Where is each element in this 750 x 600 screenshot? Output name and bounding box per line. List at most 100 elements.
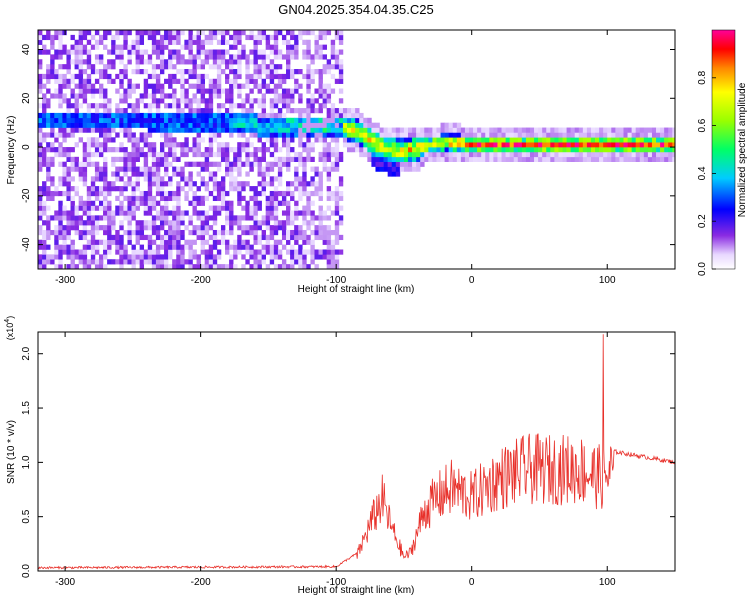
heatmap-cell xyxy=(62,239,67,245)
heatmap-cell xyxy=(363,122,368,128)
heatmap-cell xyxy=(131,132,136,138)
heatmap-cell xyxy=(241,239,246,245)
heatmap-cell xyxy=(131,181,136,187)
heatmap-cell xyxy=(212,220,218,226)
heatmap-cell xyxy=(168,239,173,245)
heatmap-cell xyxy=(164,44,169,50)
heatmap-cell xyxy=(660,151,665,158)
heatmap-cell xyxy=(200,220,206,226)
heatmap-cell xyxy=(225,156,230,162)
heatmap-cell xyxy=(151,88,157,94)
heatmap-cell xyxy=(208,122,214,128)
heatmap-cell xyxy=(432,127,437,133)
heatmap-cell xyxy=(78,112,84,119)
heatmap-cell xyxy=(302,186,307,192)
heatmap-cell xyxy=(379,161,384,167)
heatmap-cell xyxy=(196,54,201,60)
heatmap-cell xyxy=(98,127,104,133)
heatmap-cell xyxy=(245,229,250,236)
heatmap-cell xyxy=(70,34,75,41)
heatmap-cell xyxy=(212,186,218,192)
heatmap-cell xyxy=(627,142,632,148)
heatmap-cell xyxy=(355,127,360,133)
heatmap-cell xyxy=(286,69,291,75)
heatmap-cell xyxy=(505,156,510,162)
heatmap-cell xyxy=(334,112,340,119)
heatmap-cell xyxy=(159,254,165,260)
heatmap-cell xyxy=(196,142,201,148)
heatmap-cell xyxy=(86,156,92,162)
heatmap-cell xyxy=(322,93,327,99)
heatmap-cell xyxy=(286,39,291,45)
heatmap-cell xyxy=(115,229,120,236)
heatmap-cell xyxy=(216,69,222,75)
heatmap-cell xyxy=(78,259,84,265)
heatmap-cell xyxy=(269,225,275,231)
heatmap-cell xyxy=(220,264,226,269)
heatmap-cell xyxy=(225,117,230,123)
heatmap-cell xyxy=(70,78,75,84)
heatmap-cell xyxy=(155,98,161,104)
heatmap-cell xyxy=(94,59,100,65)
heatmap-cell xyxy=(86,64,92,70)
heatmap-cell xyxy=(159,69,165,75)
heatmap-cell xyxy=(86,127,92,133)
heatmap-cell xyxy=(570,127,576,133)
heatmap-cell xyxy=(253,78,258,84)
heatmap-cell xyxy=(664,151,669,158)
heatmap-cell xyxy=(306,142,311,148)
heatmap-cell xyxy=(164,200,169,206)
heatmap-cell xyxy=(379,147,384,153)
heatmap-cell xyxy=(257,49,262,55)
heatmap-cell xyxy=(159,98,165,104)
heatmap-cell xyxy=(477,137,482,143)
heatmap-cell xyxy=(155,186,161,192)
heatmap-cell xyxy=(119,54,124,60)
heatmap-cell xyxy=(306,225,311,231)
heatmap-cell xyxy=(590,127,596,133)
heatmap-cell xyxy=(107,249,112,255)
heatmap-cell xyxy=(277,64,283,70)
heatmap-cell xyxy=(159,190,165,197)
heatmap-cell xyxy=(351,127,356,133)
heatmap-cell xyxy=(164,93,169,99)
heatmap-cell xyxy=(281,190,287,197)
heatmap-cell xyxy=(46,30,51,36)
heatmap-cell xyxy=(314,186,319,192)
heatmap-cell xyxy=(229,225,234,231)
heatmap-cell xyxy=(98,54,104,60)
heatmap-cell xyxy=(131,190,136,197)
heatmap-cell xyxy=(322,239,327,245)
heatmap-cell xyxy=(119,176,124,182)
heatmap-cell xyxy=(351,142,356,148)
heatmap-cell xyxy=(164,122,169,128)
heatmap-cell xyxy=(196,73,201,80)
heatmap-cell xyxy=(578,142,584,148)
heatmap-cell xyxy=(347,142,352,148)
heatmap-cell xyxy=(237,132,242,138)
heatmap-cell xyxy=(58,54,63,60)
heatmap-cell xyxy=(257,54,262,60)
heatmap-cell xyxy=(468,142,474,148)
heatmap-cell xyxy=(403,166,409,172)
heatmap-cell xyxy=(257,103,262,109)
heatmap-cell xyxy=(225,49,230,55)
heatmap-cell xyxy=(111,59,116,65)
heatmap-cell xyxy=(326,186,332,192)
heatmap-cell xyxy=(82,127,88,133)
heatmap-cell xyxy=(290,210,295,216)
heatmap-cell xyxy=(151,225,157,231)
heatmap-cell xyxy=(330,137,336,143)
heatmap-cell xyxy=(229,44,234,50)
heatmap-cell xyxy=(233,239,238,245)
heatmap-cell xyxy=(574,142,580,148)
heatmap-cell xyxy=(253,156,258,162)
heatmap-cell xyxy=(188,220,193,226)
heatmap-cell xyxy=(143,142,149,148)
heatmap-cell xyxy=(253,229,258,236)
heatmap-cell xyxy=(66,83,71,89)
heatmap-cell xyxy=(355,122,360,128)
heatmap-cell xyxy=(294,88,299,94)
heatmap-cell xyxy=(220,151,226,158)
heatmap-cell xyxy=(188,249,193,255)
